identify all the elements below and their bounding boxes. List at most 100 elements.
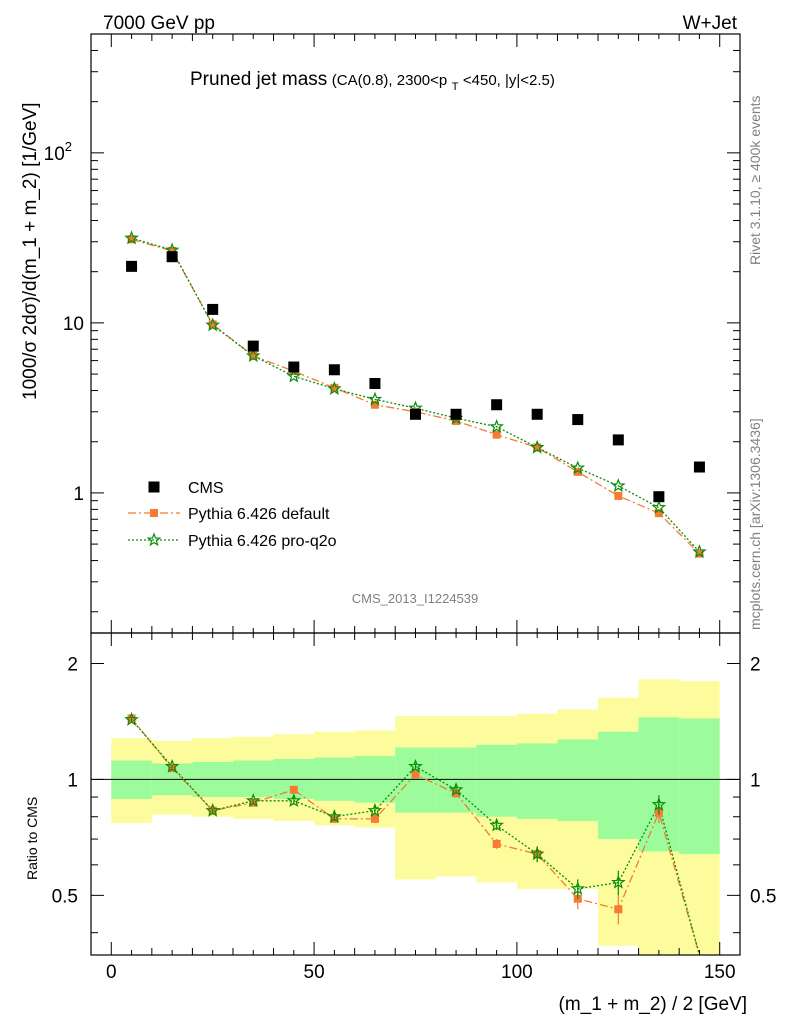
header-right: W+Jet [683,13,738,34]
proq2o-point-6 [367,391,383,406]
ratio-default-point-7 [411,770,420,779]
default-point-1 [168,246,177,255]
green-band-14 [679,718,720,855]
green-band-7 [395,747,436,813]
ratio-proq2o-point-0 [124,711,139,726]
main-ytick-sup: 2 [65,139,72,154]
main-title: Pruned jet mass (CA(0.8), 2300<p T <450,… [190,69,555,94]
title-main: Pruned jet mass [190,69,327,90]
legend-cms-marker [148,481,160,493]
default-point-2 [208,320,217,329]
proq2o-point-9 [489,419,504,433]
legend-proq2o-marker [146,532,162,547]
ratio-proq2o-point-1 [164,758,180,773]
cms-point-13 [653,491,665,503]
ratio-default-point-4 [289,785,298,794]
default-point-11 [573,467,582,476]
cms-point-6 [369,378,381,390]
proq2o-point-3 [245,348,261,363]
legend: CMS Pythia 6.426 default Pythia 6.426 pro-… [128,480,337,550]
default-point-6 [370,400,379,409]
ratio-default-point-12 [614,905,623,914]
legend-default-marker [150,509,158,517]
green-band-13 [638,717,680,852]
ratio-ytick-label-l-2: 2 [67,654,78,675]
ratio-ytick-label-r-2: 2 [750,654,761,675]
cms-point-9 [491,399,503,411]
xtick-label-100: 100 [501,962,533,983]
green-band-8 [435,747,477,813]
cms-point-10 [531,408,543,420]
green-band-11 [557,739,599,821]
cms-point-12 [612,434,624,446]
proq2o-point-12 [610,478,626,493]
ratio-proq2o-point-8 [448,782,464,797]
cms-point-14 [693,461,705,473]
proq2o-point-2 [205,317,221,332]
cms-point-5 [328,364,340,376]
xtick-label-150: 150 [704,962,736,983]
cms-point-4 [288,361,300,373]
proq2o-point-11 [570,460,586,475]
main-plot [124,230,707,559]
mcplots-label: mcplots.cern.ch [arXiv:1306.3436] [747,418,763,630]
ratio-proq2o-point-5 [327,809,342,823]
proq2o-point-10 [529,439,545,454]
ratio-proq2o-point-3 [245,793,261,808]
title-sub-pt: T [452,81,459,93]
cms-point-8 [450,408,462,420]
legend-cms-label: CMS [188,480,224,497]
cms-point-2 [207,303,219,315]
ratio-proq2o-point-12 [610,874,626,889]
header-left: 7000 GeV pp [103,13,215,34]
default-point-12 [614,491,623,500]
title-sub-a: (CA(0.8), 2300<p [332,72,447,89]
main-ytick-label-1: 1 [73,484,84,505]
rivet-label: Rivet 3.1.10, ≥ 400k events [747,95,763,265]
default-point-5 [330,383,339,392]
proq2o-point-13 [651,499,667,514]
ratio-proq2o-point-9 [489,817,504,832]
ratio-bands [111,679,720,955]
plot-frames: 1 10 102 0.5 0.5 1 1 2 2 0 50 100 150 [44,33,776,983]
proq2o-point-5 [327,381,342,395]
green-band-9 [476,744,517,817]
ratio-proq2o-point-7 [408,758,423,773]
ratio-ytick-label-l-1: 1 [67,770,78,791]
ratio-proq2o-point-10 [529,846,545,861]
ratio-proq2o-point-11 [570,881,586,896]
ratio-proq2o-point-2 [205,802,221,817]
default-point-14 [695,549,704,558]
proq2o-point-4 [286,368,302,383]
ratio-proq2o-point-13 [651,796,667,811]
main-ylabel: 1000/σ 2dσ)/d(m_1 + m_2) [1/GeV] [20,102,41,400]
main-ytick-label-100: 102 [44,139,72,165]
xtick-label-0: 0 [106,962,117,983]
proq2o-line [131,237,700,553]
proq2o-point-14 [692,544,707,559]
ratio-proq2o-point-6 [367,802,383,817]
cms-point-11 [572,414,584,426]
default-point-0 [127,235,136,244]
title-sub-b: <450, |y|<2.5) [463,72,555,89]
watermark: CMS_2013_I1224539 [352,591,479,606]
xtick-label-50: 50 [304,962,325,983]
ratio-xlabel: (m_1 + m_2) / 2 [GeV] [559,994,748,1015]
ratio-plot [91,711,740,956]
cms-point-3 [247,340,259,352]
default-point-3 [249,351,258,360]
default-point-13 [654,509,663,518]
ratio-ytick-label-r-1: 1 [750,770,761,791]
ratio-ylabel: Ratio to CMS [24,797,40,880]
cms-point-0 [126,260,138,272]
cms-point-1 [166,251,178,263]
green-band-3 [232,760,274,798]
proq2o-point-0 [124,230,139,245]
ratio-ytick-label-r-0.5: 0.5 [750,886,776,907]
ratio-default-point-6 [370,814,379,823]
default-line [131,238,700,554]
legend-default-label: Pythia 6.426 default [188,506,330,523]
green-band-10 [516,743,558,819]
default-point-9 [492,430,501,439]
